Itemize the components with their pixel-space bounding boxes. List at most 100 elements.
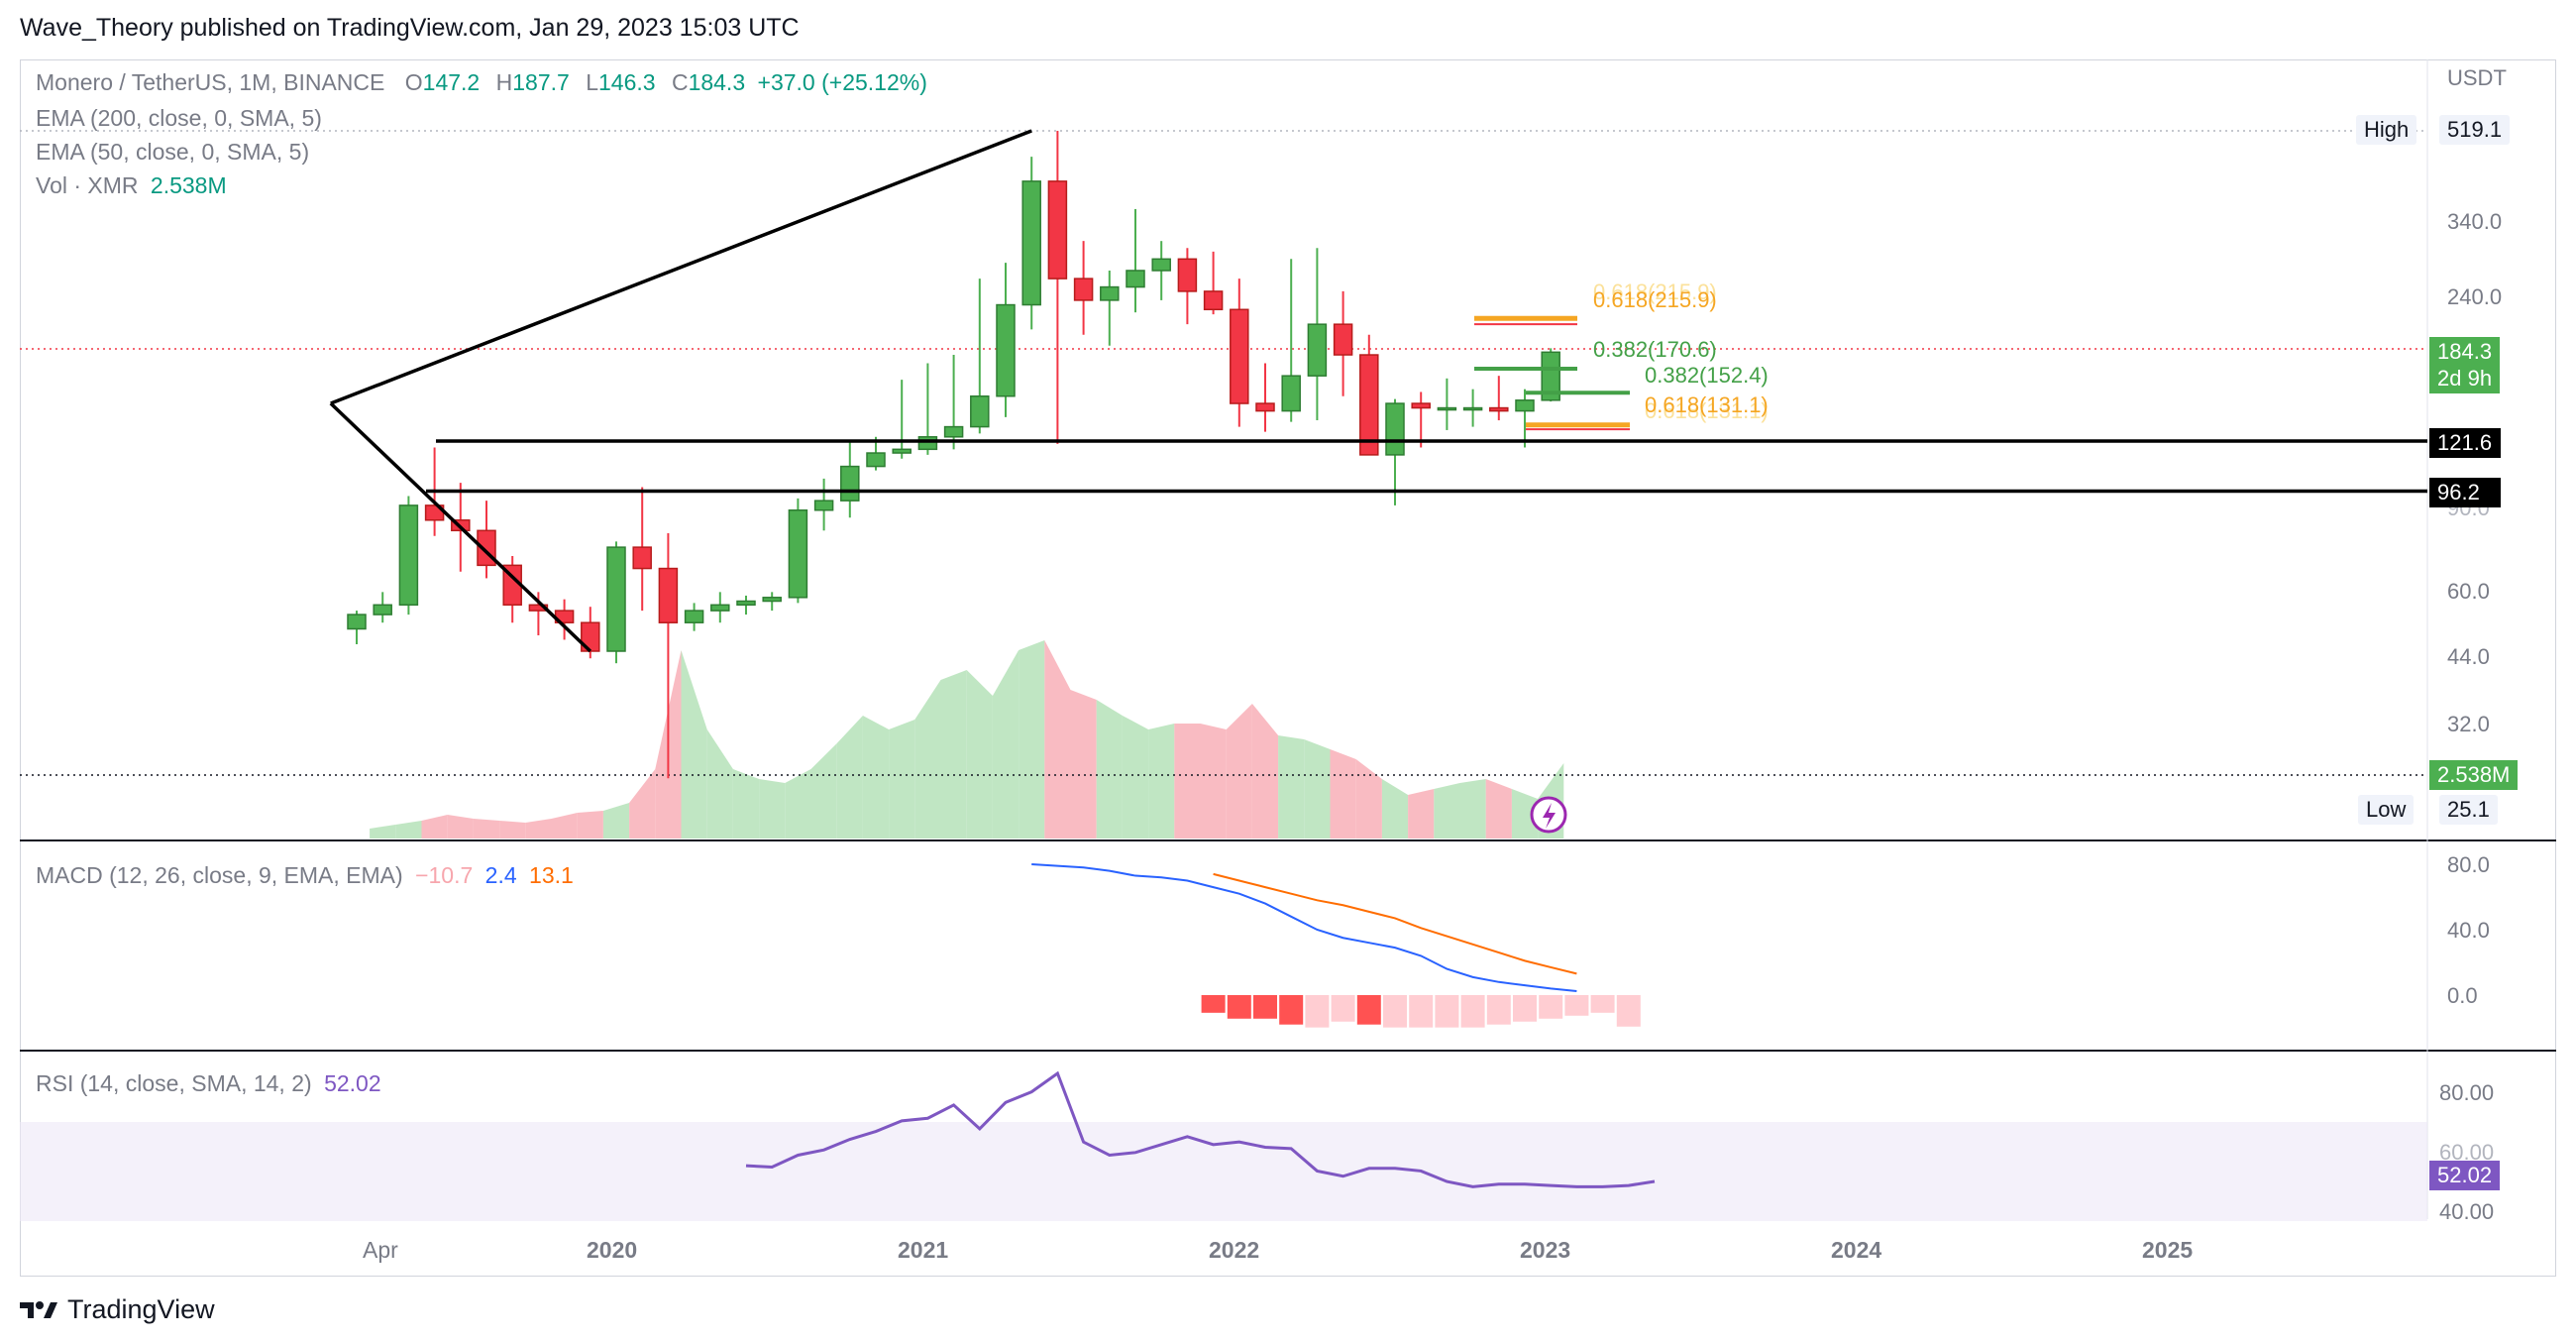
volume-area-segment bbox=[1304, 739, 1331, 839]
volume-area-segment bbox=[1251, 704, 1279, 839]
candle-body bbox=[736, 600, 756, 607]
fib-green-lower-label: 0.382(152.4) bbox=[1645, 363, 1769, 388]
volume-area-segment bbox=[1511, 789, 1539, 839]
volume-area-segment bbox=[1044, 640, 1071, 839]
symbol-name: Monero / TetherUS, 1M, BINANCE bbox=[36, 69, 385, 95]
volume-area-segment bbox=[551, 813, 578, 839]
macd-line bbox=[1031, 863, 1577, 993]
volume-area-segment bbox=[577, 811, 603, 839]
volume-area-segment bbox=[966, 670, 993, 839]
volume-area-segment bbox=[914, 680, 941, 839]
macd-histogram-bar bbox=[1486, 995, 1511, 1025]
candle-body bbox=[917, 436, 938, 451]
candle-body bbox=[1126, 270, 1145, 288]
macd-histogram-bar bbox=[1383, 995, 1407, 1028]
rsi-label: RSI (14, close, SMA, 14, 2) bbox=[36, 1070, 312, 1096]
volume-value: 2.538M bbox=[150, 172, 227, 198]
ema50-legend[interactable]: EMA (50, close, 0, SMA, 5) bbox=[36, 139, 310, 165]
open-value: 147.2 bbox=[422, 69, 481, 95]
last-price-tag: 184.3 bbox=[2429, 337, 2501, 367]
candle-body bbox=[606, 546, 626, 652]
macd-tick: 0.0 bbox=[2447, 983, 2478, 1008]
volume-area-segment bbox=[395, 821, 422, 839]
volume-area-segment bbox=[1226, 704, 1252, 839]
macd-histogram-bar bbox=[1356, 995, 1381, 1025]
volume-label: Vol · XMR bbox=[36, 172, 139, 198]
brand-name: TradingView bbox=[67, 1294, 215, 1324]
ema200-legend[interactable]: EMA (200, close, 0, SMA, 5) bbox=[36, 105, 322, 131]
macd-histogram-bar bbox=[1331, 995, 1355, 1022]
volume-area-segment bbox=[1148, 724, 1175, 839]
high-label: H bbox=[495, 69, 513, 95]
rsi-value: 52.02 bbox=[324, 1070, 381, 1096]
candle-body bbox=[1307, 323, 1328, 377]
volume-area-segment bbox=[473, 819, 500, 839]
fib-ghost-label: 0.618(215.9) bbox=[1593, 280, 1717, 304]
change-value: +37.0 (+25.12%) bbox=[757, 69, 927, 95]
volume-area-segment bbox=[681, 650, 707, 839]
fib-gold-upper-label: 0.618(215.9) bbox=[1593, 287, 1717, 312]
macd-histogram-bar bbox=[1409, 995, 1434, 1028]
candle-body bbox=[1333, 323, 1353, 356]
currency-label: USDT bbox=[2447, 65, 2507, 90]
macd-histogram-bar bbox=[1279, 995, 1304, 1025]
low-tag-value: 25.1 bbox=[2439, 795, 2498, 825]
symbol-legend[interactable]: Monero / TetherUS, 1M, BINANCE O147.2 H1… bbox=[36, 69, 927, 96]
candle-body bbox=[762, 597, 782, 603]
candle-body bbox=[373, 604, 392, 615]
low-value: 146.3 bbox=[597, 69, 656, 95]
high-tag-label: High bbox=[2356, 115, 2417, 145]
macd-histogram-bar bbox=[1201, 995, 1226, 1013]
candle-body bbox=[347, 614, 367, 630]
macd-histogram-bar bbox=[1305, 995, 1330, 1028]
macd-histogram-bar bbox=[1590, 995, 1615, 1013]
time-label: 2025 bbox=[2142, 1237, 2194, 1263]
rsi-legend[interactable]: RSI (14, close, SMA, 14, 2) 52.02 bbox=[36, 1070, 381, 1097]
rsi-line bbox=[745, 1070, 1656, 1188]
fib-ghost-label: 0.618(131.1) bbox=[1645, 398, 1769, 423]
volume-area-segment bbox=[629, 769, 656, 839]
volume-legend[interactable]: Vol · XMR 2.538M bbox=[36, 172, 227, 199]
fib-drawings bbox=[1474, 315, 1630, 431]
macd-series bbox=[1031, 863, 1641, 1028]
candle-body bbox=[1203, 290, 1224, 311]
volume-area-segment bbox=[1408, 789, 1435, 839]
price-tick: 340.0 bbox=[2447, 209, 2503, 234]
volume-area-segment bbox=[1278, 735, 1305, 839]
candle-body bbox=[1437, 406, 1457, 411]
candle-body bbox=[943, 425, 964, 438]
lightning-icon[interactable] bbox=[1530, 796, 1567, 834]
candle-body bbox=[892, 448, 912, 454]
time-label: 2022 bbox=[1209, 1237, 1260, 1263]
volume-area-segment bbox=[732, 769, 760, 839]
volume-area bbox=[370, 640, 1564, 839]
macd-histogram-bar bbox=[1513, 995, 1537, 1022]
candle-body bbox=[1073, 278, 1094, 301]
volume-area-segment bbox=[1459, 779, 1486, 839]
volume-area-segment bbox=[1019, 640, 1045, 839]
volume-tag: 2.538M bbox=[2429, 760, 2519, 790]
candle-body bbox=[1047, 180, 1068, 280]
candle-body bbox=[1230, 308, 1249, 404]
candle-body bbox=[1541, 351, 1560, 401]
price-tick: 44.0 bbox=[2447, 644, 2490, 669]
macd-legend[interactable]: MACD (12, 26, close, 9, EMA, EMA) −10.7 … bbox=[36, 862, 574, 889]
candle-body bbox=[1100, 285, 1120, 301]
macd-tick: 40.0 bbox=[2447, 918, 2490, 943]
volume-area-segment bbox=[836, 716, 863, 839]
volume-area-segment bbox=[1355, 759, 1382, 839]
chart-frame bbox=[20, 59, 2556, 1277]
candle-body bbox=[1489, 406, 1509, 412]
level-tag-96: 96.2 bbox=[2429, 478, 2501, 507]
volume-area-segment bbox=[447, 815, 474, 839]
fib-gold-lower-label: 0.618(131.1) bbox=[1645, 392, 1769, 417]
candle-body bbox=[813, 500, 834, 511]
candle-body bbox=[1359, 354, 1379, 456]
volume-area-segment bbox=[1485, 779, 1512, 839]
low-label: L bbox=[586, 69, 598, 95]
rsi-tick: 60.00 bbox=[2439, 1140, 2495, 1165]
price-tick: 32.0 bbox=[2447, 712, 2490, 736]
tradingview-logo[interactable]: TradingView bbox=[20, 1294, 215, 1325]
volume-area-segment bbox=[889, 720, 915, 839]
